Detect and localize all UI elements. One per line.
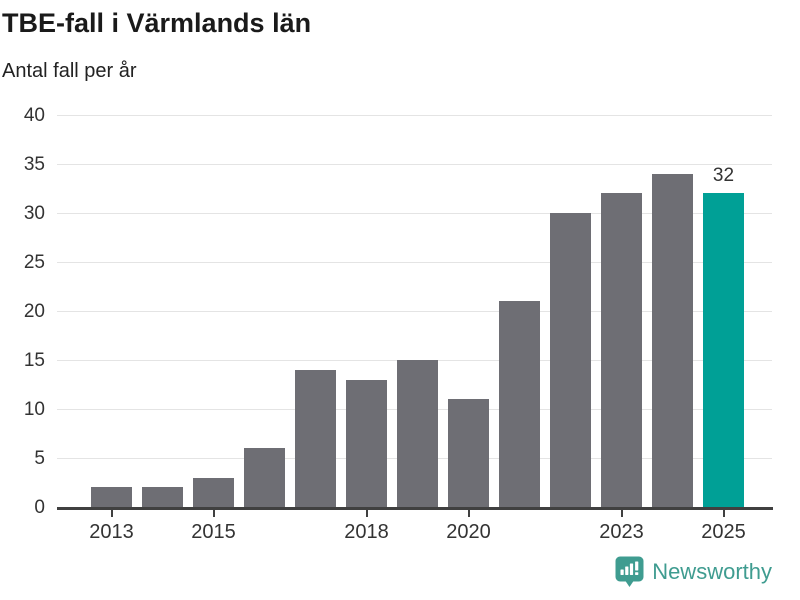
bar-chart: 0 5 10 15 20 25 30 35 40 2013 2015 2018 2020 2023 2025… — [0, 100, 800, 560]
x-axis-tick-2015 — [212, 510, 215, 517]
bar-2020 — [448, 399, 489, 507]
chart-subtitle: Antal fall per år — [2, 60, 137, 82]
x-axis-tick-2020 — [467, 510, 470, 517]
bar-2018 — [346, 379, 387, 507]
x-axis-tick-label: 2015 — [191, 521, 236, 543]
gridline-30 — [57, 213, 772, 214]
y-axis-tick-label: 20 — [23, 301, 45, 322]
x-axis-tick-label: 2018 — [344, 521, 389, 543]
y-axis-tick-label: 35 — [23, 154, 45, 175]
y-axis-tick-label: 0 — [34, 497, 45, 518]
bar-2017 — [295, 369, 336, 507]
bar-2019 — [397, 360, 438, 507]
y-axis-tick-label: 10 — [23, 399, 45, 420]
x-axis-tick-2013 — [110, 510, 113, 517]
y-axis-tick-label: 25 — [23, 252, 45, 273]
x-axis-tick-label: 2013 — [89, 521, 134, 543]
y-axis-tick-label: 30 — [23, 203, 45, 224]
newsworthy-bubble-barchart-icon — [615, 556, 644, 588]
bar-2021 — [499, 301, 540, 507]
brand-name: Newsworthy — [652, 559, 772, 584]
x-axis-tick-label: 2023 — [599, 521, 644, 543]
x-axis-tick-2023 — [620, 510, 623, 517]
x-axis-tick-2025 — [722, 510, 725, 517]
y-axis-tick-label: 15 — [23, 350, 45, 371]
gridline-25 — [57, 262, 772, 263]
bar-2014 — [142, 487, 183, 507]
brand-logo: Newsworthy — [615, 556, 772, 588]
gridline-40 — [57, 115, 772, 116]
x-axis-tick-2018 — [365, 510, 368, 517]
gridline-20 — [57, 311, 772, 312]
bar-2025 — [703, 193, 744, 507]
bar-2015 — [193, 477, 234, 507]
y-axis-tick-label: 5 — [34, 448, 45, 469]
bar-2013 — [91, 487, 132, 507]
gridline-35 — [57, 164, 772, 165]
y-axis-tick-label: 40 — [23, 105, 45, 126]
bar-2024 — [652, 173, 693, 507]
x-axis-tick-label: 2020 — [446, 521, 491, 543]
bar-value-label: 32 — [712, 165, 735, 187]
bar-2016 — [244, 448, 285, 507]
chart-title: TBE-fall i Värmlands län — [2, 8, 312, 38]
bar-2022 — [550, 213, 591, 507]
x-axis-tick-label: 2025 — [701, 521, 746, 543]
bar-2023 — [601, 193, 642, 507]
x-axis-line — [57, 507, 773, 510]
